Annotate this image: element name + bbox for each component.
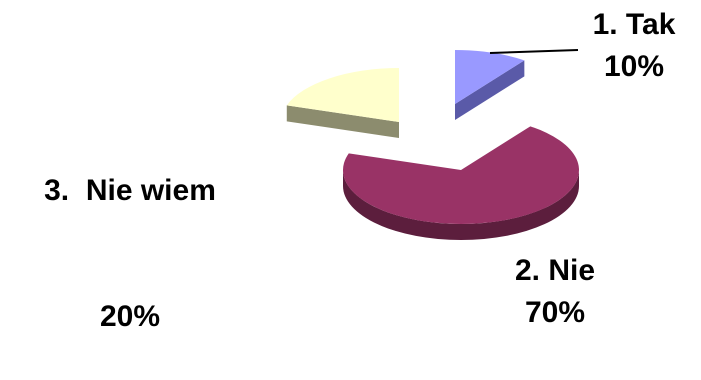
pie-side-nie bbox=[343, 170, 579, 240]
slice-name-nie: 2. Nie bbox=[514, 254, 596, 287]
slice-label-nie-wiem: 3. Nie wiem 20% bbox=[10, 86, 250, 380]
slice-label-nie: 2. Nie 70% bbox=[480, 250, 630, 334]
pie-cut-face-tak bbox=[455, 60, 525, 120]
pie-slice-nie bbox=[342, 126, 579, 224]
pie-slice-tak bbox=[455, 50, 525, 104]
pie-slice-nie-wiem bbox=[286, 68, 399, 122]
pie-sides bbox=[286, 60, 579, 240]
slice-value-nie-wiem: 20% bbox=[99, 300, 161, 333]
slice-value-nie: 70% bbox=[524, 296, 586, 329]
pie-chart bbox=[286, 49, 579, 240]
slice-name-tak: 1. Tak bbox=[592, 8, 676, 41]
leader-line-tak bbox=[489, 49, 579, 54]
pie-cut-face-nie-wiem bbox=[286, 105, 399, 138]
slice-label-tak: 1. Tak 10% bbox=[574, 4, 694, 88]
pie-tops bbox=[286, 50, 579, 224]
slice-name-nie-wiem: 3. Nie wiem bbox=[44, 174, 216, 207]
slice-value-tak: 10% bbox=[603, 50, 665, 83]
